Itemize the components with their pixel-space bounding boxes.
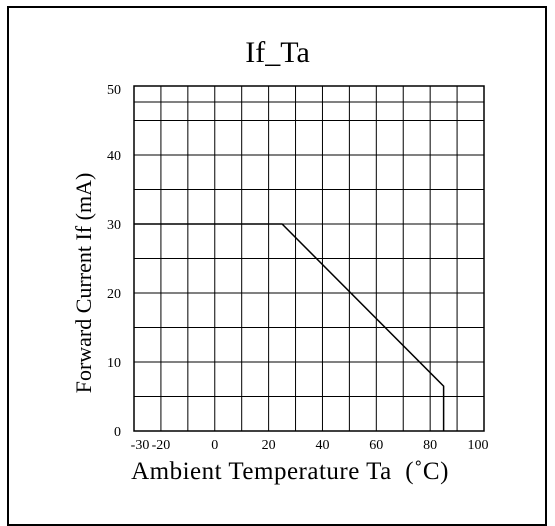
series bbox=[134, 223, 445, 431]
y-tick-label: 20 bbox=[107, 287, 121, 302]
x-tick-label: 40 bbox=[315, 438, 329, 453]
y-axis-label: Forward Current If (mA) bbox=[71, 172, 96, 394]
x-tick-label: -30 bbox=[131, 438, 150, 453]
x-axis-label: Ambient Temperature Ta (˚C) bbox=[131, 458, 449, 485]
x-tick-label: 0 bbox=[211, 438, 218, 453]
chart-plot: -30 -20 0 20 40 60 80 100 0 10 20 30 40 50 bbox=[107, 83, 489, 453]
x-tick-label: 100 bbox=[468, 438, 489, 453]
plot-border bbox=[133, 85, 485, 432]
x-tick-label: 80 bbox=[423, 438, 437, 453]
y-tick-label: 50 bbox=[107, 83, 121, 98]
y-tick-label: 0 bbox=[114, 425, 121, 440]
tick-labels: -30 -20 0 20 40 60 80 100 0 10 20 30 40 50 bbox=[107, 83, 489, 453]
x-tick-label: 60 bbox=[369, 438, 383, 453]
y-tick-label: 10 bbox=[107, 356, 121, 371]
chart-title: If_Ta bbox=[245, 36, 310, 69]
y-tick-label: 40 bbox=[107, 149, 121, 164]
x-tick-label: -20 bbox=[152, 438, 171, 453]
series-line bbox=[134, 223, 445, 431]
x-tick-label: 20 bbox=[262, 438, 276, 453]
y-tick-label: 30 bbox=[107, 218, 121, 233]
grid bbox=[134, 86, 484, 431]
